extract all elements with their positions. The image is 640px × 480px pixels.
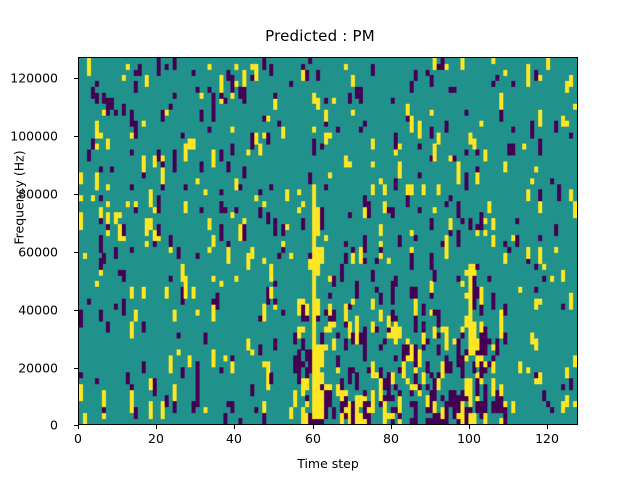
x-tick-label-60: 60: [305, 431, 321, 446]
x-tickmark: [78, 425, 79, 429]
x-tickmark: [313, 425, 314, 429]
y-tickmark: [74, 252, 78, 253]
y-tickmark: [74, 425, 78, 426]
x-tickmark: [391, 425, 392, 429]
y-tick-label-120000: 120000: [10, 70, 58, 86]
x-tick-label-40: 40: [226, 431, 242, 446]
y-tickmark: [74, 78, 78, 79]
y-tick-label-20000: 20000: [18, 360, 58, 376]
x-axis-label: Time step: [297, 456, 359, 471]
y-tickmark: [74, 310, 78, 311]
x-tick-label-0: 0: [74, 431, 82, 446]
y-tick-label-80000: 80000: [18, 186, 58, 202]
x-tickmark: [234, 425, 235, 429]
x-tickmark: [156, 425, 157, 429]
page-title: Predicted : PM: [265, 27, 375, 45]
heatmap-canvas: [79, 58, 577, 424]
y-tickmark: [74, 194, 78, 195]
x-tick-label-100: 100: [457, 431, 481, 446]
y-axis-label: Frequency (Hz): [11, 150, 27, 245]
x-tickmark: [547, 425, 548, 429]
y-tick-label-100000: 100000: [10, 128, 58, 144]
y-tick-label-0: 0: [50, 417, 58, 433]
x-tick-label-80: 80: [383, 431, 399, 446]
x-tickmark: [469, 425, 470, 429]
x-tick-label-20: 20: [148, 431, 164, 446]
y-tick-label-40000: 40000: [18, 302, 58, 318]
plot-area: [78, 57, 578, 425]
y-tick-label-60000: 60000: [18, 244, 58, 260]
x-tick-label-120: 120: [535, 431, 559, 446]
y-tickmark: [74, 136, 78, 137]
y-tickmark: [74, 368, 78, 369]
